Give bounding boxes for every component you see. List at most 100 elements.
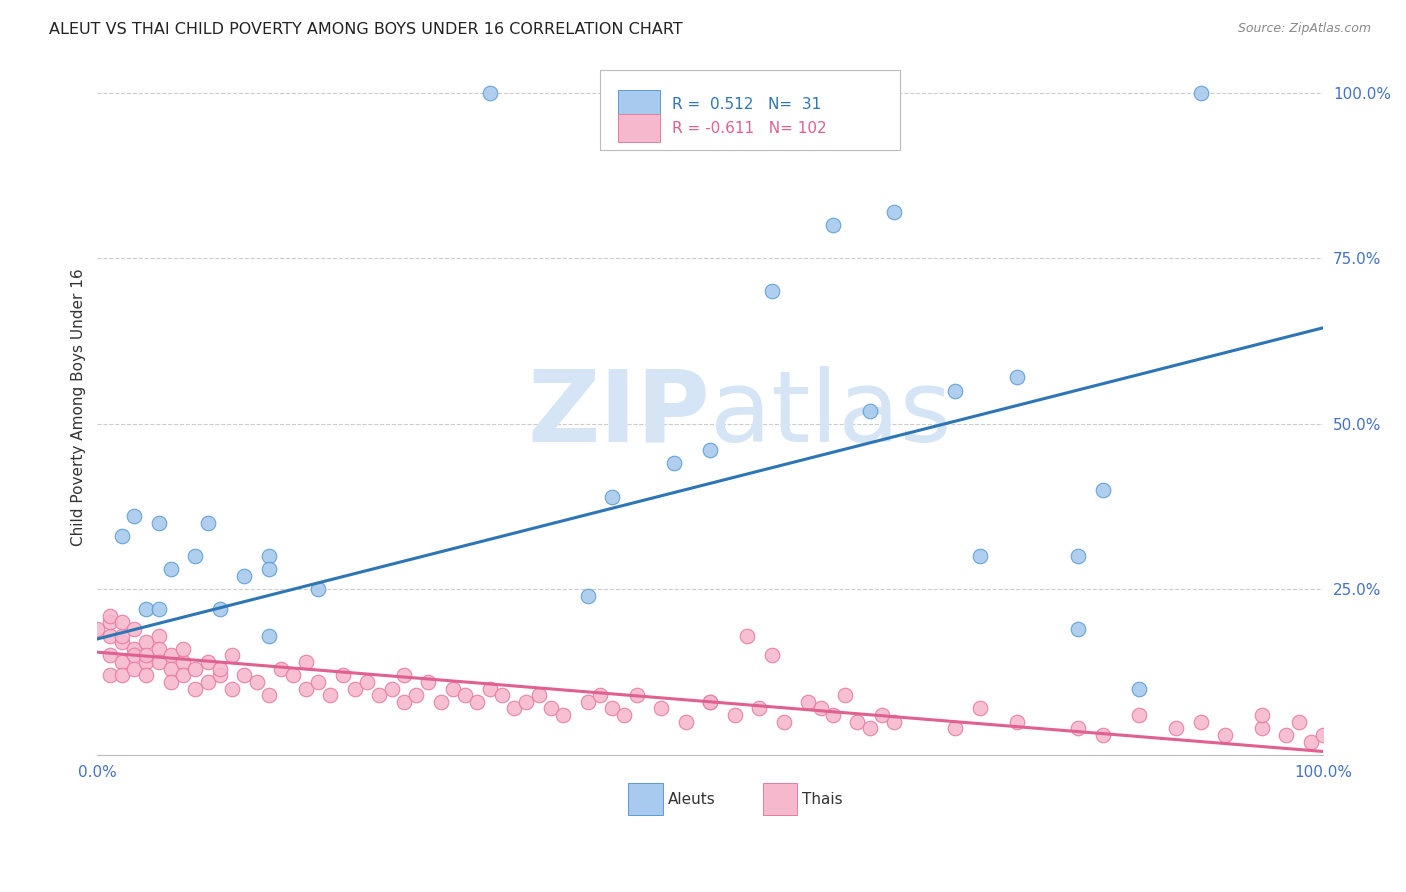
Point <box>135 635 157 649</box>
Point <box>945 384 967 398</box>
Point <box>576 589 599 603</box>
Point <box>184 681 207 696</box>
Point <box>160 675 183 690</box>
Point <box>208 602 231 616</box>
FancyBboxPatch shape <box>619 114 659 142</box>
Point <box>1067 622 1090 636</box>
Point <box>1189 86 1212 100</box>
Point <box>208 662 231 676</box>
Point <box>1251 708 1274 723</box>
Point <box>846 714 869 729</box>
Point <box>515 695 537 709</box>
Point <box>148 641 170 656</box>
Point <box>221 681 243 696</box>
Point <box>122 648 145 663</box>
Point <box>307 675 329 690</box>
Point <box>883 205 905 219</box>
Point <box>650 701 672 715</box>
Point <box>1312 728 1334 742</box>
Point <box>294 681 316 696</box>
Point <box>111 655 134 669</box>
Point <box>405 688 427 702</box>
Point <box>797 695 820 709</box>
Point <box>111 615 134 630</box>
Point <box>294 655 316 669</box>
Point <box>883 714 905 729</box>
Y-axis label: Child Poverty Among Boys Under 16: Child Poverty Among Boys Under 16 <box>72 268 86 546</box>
Point <box>969 701 991 715</box>
Point <box>675 714 697 729</box>
Point <box>735 629 758 643</box>
Point <box>1128 708 1150 723</box>
Point <box>392 695 415 709</box>
Point <box>368 688 391 702</box>
Point <box>699 695 721 709</box>
Point <box>148 655 170 669</box>
Point <box>270 662 292 676</box>
Point <box>454 688 477 702</box>
Point <box>356 675 378 690</box>
Point <box>810 701 832 715</box>
Point <box>1213 728 1236 742</box>
Point <box>1288 714 1310 729</box>
Point <box>1091 483 1114 497</box>
Point <box>381 681 404 696</box>
FancyBboxPatch shape <box>763 783 797 815</box>
Point <box>1275 728 1298 742</box>
Point <box>503 701 526 715</box>
Point <box>699 443 721 458</box>
Point <box>98 608 121 623</box>
Point <box>540 701 562 715</box>
Point <box>135 668 157 682</box>
FancyBboxPatch shape <box>600 70 900 150</box>
Point <box>662 457 685 471</box>
Point <box>319 688 342 702</box>
Point <box>160 562 183 576</box>
Text: R =  0.512   N=  31: R = 0.512 N= 31 <box>672 96 821 112</box>
Point <box>761 648 783 663</box>
Point <box>307 582 329 597</box>
Point <box>257 629 280 643</box>
Point <box>122 509 145 524</box>
Point <box>208 668 231 682</box>
Text: Aleuts: Aleuts <box>668 792 716 806</box>
FancyBboxPatch shape <box>628 783 662 815</box>
Point <box>135 648 157 663</box>
Point <box>969 549 991 564</box>
Point <box>233 569 256 583</box>
Point <box>257 562 280 576</box>
Point <box>257 688 280 702</box>
Point <box>148 629 170 643</box>
Point <box>1005 370 1028 384</box>
Point <box>332 668 354 682</box>
Point <box>98 615 121 630</box>
Point <box>184 662 207 676</box>
Point <box>478 681 501 696</box>
Point <box>283 668 305 682</box>
Text: R = -0.611   N= 102: R = -0.611 N= 102 <box>672 120 827 136</box>
Point <box>392 668 415 682</box>
Point <box>148 602 170 616</box>
Point <box>172 641 194 656</box>
Point <box>748 701 770 715</box>
Point <box>1166 722 1188 736</box>
Point <box>1091 728 1114 742</box>
Text: atlas: atlas <box>710 366 952 463</box>
Text: Source: ZipAtlas.com: Source: ZipAtlas.com <box>1237 22 1371 36</box>
Point <box>418 675 440 690</box>
Point <box>86 622 108 636</box>
Point <box>859 722 882 736</box>
Point <box>1067 549 1090 564</box>
Point <box>821 218 844 232</box>
Point <box>122 641 145 656</box>
Point <box>600 490 623 504</box>
Point <box>1251 722 1274 736</box>
Point <box>859 403 882 417</box>
Text: Thais: Thais <box>803 792 842 806</box>
Point <box>478 86 501 100</box>
Point <box>491 688 513 702</box>
Point <box>233 668 256 682</box>
Point <box>197 655 219 669</box>
Point <box>172 668 194 682</box>
Point <box>1005 714 1028 729</box>
